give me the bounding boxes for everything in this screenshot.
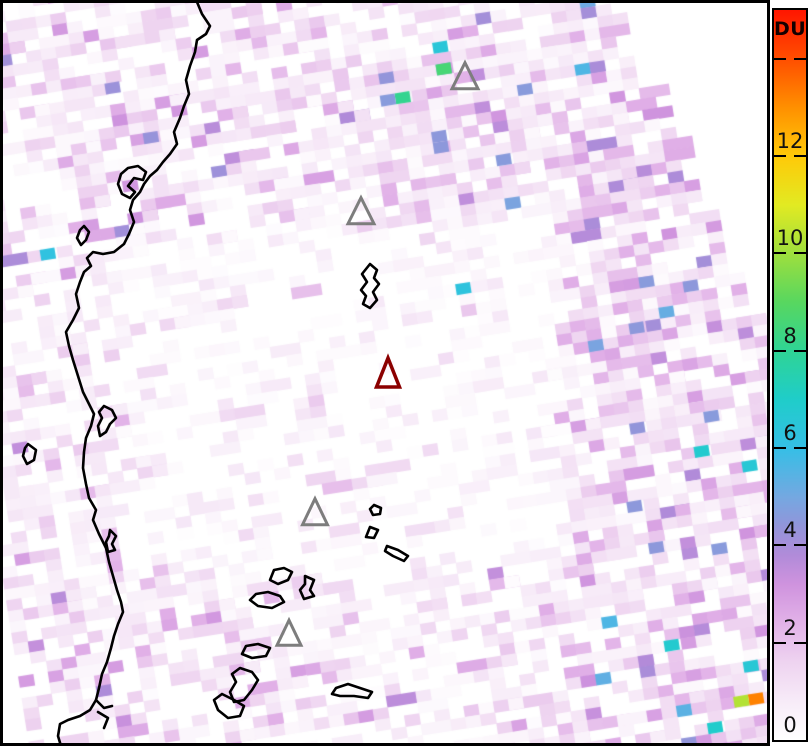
volcano-marker [345,194,377,226]
coast-feature-4 [96,404,118,438]
coast-feature-13 [228,666,260,704]
colorbar-tick-label-0: 0 [783,713,797,737]
erupting-volcano-marker [373,353,403,389]
coast-feature-7 [364,525,380,540]
coast-feature-10 [298,574,316,601]
coast-feature-9 [268,566,294,586]
coast-feature-14 [212,692,246,720]
colorbar-tick-label-8: 8 [783,323,797,348]
coast-feature-2 [359,262,381,310]
coast-feature-6 [368,503,383,517]
colorbar: 0 2 4 6 8 10 12 DU [772,8,808,742]
colorbar-tick-line-12 [794,155,806,157]
colorbar-tick-label-2: 2 [783,615,797,640]
colorbar-tick-label-6: 6 [783,421,797,445]
colorbar-tick-label-12: 12 [776,129,804,153]
coast-feature-15 [330,682,374,700]
coast-feature-1 [75,224,91,247]
colorbar-tick-line-8 [774,349,786,352]
colorbar-tick-line-8 [794,349,806,352]
colorbar-tick-line-12 [774,155,786,157]
colorbar-tick-line-4 [774,544,786,547]
colorbar-tick-line-2 [774,641,786,644]
colorbar-tick-line-6 [774,447,786,449]
coast-feature-5 [104,528,118,554]
colorbar-tick-line-4 [794,544,806,547]
colorbar-gradient [774,10,806,740]
coast-feature-8 [383,544,410,563]
colorbar-tick-line-14 [774,57,786,60]
colorbar-tick-label-4: 4 [783,518,797,543]
coast-feature-0 [116,164,148,200]
colorbar-tick-line-10 [774,252,786,255]
satellite-swath-heatmap [0,0,770,746]
map-panel [0,0,770,746]
coast-feature-16 [94,698,114,730]
coast-feature-3 [21,442,38,466]
coast-feature-11 [248,590,286,610]
coastline-path [56,0,212,746]
colorbar-tick-line-2 [794,641,806,644]
volcano-marker [274,616,304,647]
coastline-and-markers-overlay [21,0,481,746]
colorbar-tick-line-10 [794,252,806,255]
colorbar-tick-label-10: 10 [776,226,804,251]
volcano-marker [449,59,481,91]
coast-feature-12 [240,642,272,660]
colorbar-tick-line-6 [794,447,806,449]
volcano-marker [300,495,330,527]
colorbar-unit-label: DU [774,18,807,40]
colorbar-tick-line-14 [794,57,806,60]
